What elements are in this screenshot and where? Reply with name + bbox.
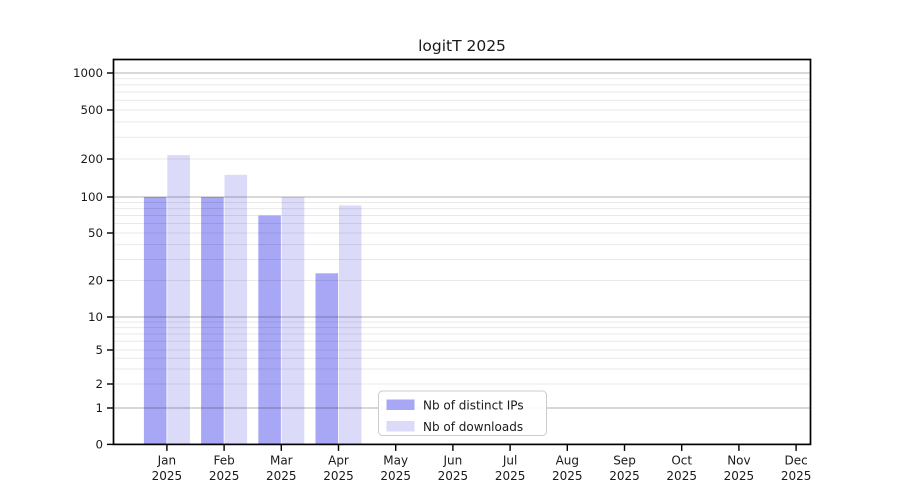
- bar-distinct-ips-feb: [201, 197, 224, 445]
- x-tick-label-dec: Dec 2025: [781, 454, 812, 484]
- bar-downloads-jan: [167, 155, 190, 445]
- y-tick-label-0: 0: [95, 438, 103, 452]
- y-tick-label-5: 5: [95, 343, 103, 357]
- legend-swatch-distinct-ips: [386, 399, 415, 410]
- plot-border: [112, 58, 812, 446]
- x-tick-label-nov: Nov 2025: [724, 454, 755, 484]
- bar-distinct-ips-jan: [143, 197, 167, 445]
- legend-label-distinct-ips: Nb of distinct IPs: [423, 399, 524, 413]
- bar-distinct-ips-mar: [258, 215, 281, 445]
- bar-downloads-mar: [281, 197, 305, 445]
- x-tick-label-aug: Aug 2025: [552, 454, 583, 484]
- y-tick-label-2: 2: [95, 377, 103, 391]
- x-tick-label-sep: Sep 2025: [609, 454, 640, 484]
- x-tick-label-jul: Jul 2025: [495, 454, 526, 484]
- chart-title: logitT 2025: [418, 37, 506, 55]
- x-tick-label-jan: Jan 2025: [152, 454, 183, 484]
- y-tick-label-500: 500: [80, 103, 103, 117]
- x-tick-label-mar: Mar 2025: [266, 454, 297, 484]
- y-tick-label-1000: 1000: [73, 66, 103, 80]
- y-tick-label-200: 200: [80, 152, 103, 166]
- y-tick-label-50: 50: [88, 226, 103, 240]
- x-tick-label-feb: Feb 2025: [209, 454, 240, 484]
- y-tick-label-1: 1: [95, 401, 103, 415]
- x-tick-label-may: May 2025: [380, 454, 411, 484]
- legend-swatch-downloads: [386, 421, 415, 432]
- y-tick-label-10: 10: [88, 310, 103, 324]
- legend-box: [378, 390, 547, 436]
- bar-downloads-apr: [338, 205, 362, 445]
- x-tick-label-oct: Oct 2025: [666, 454, 697, 484]
- x-tick-label-apr: Apr 2025: [323, 454, 354, 484]
- legend-label-downloads: Nb of downloads: [423, 420, 523, 434]
- y-tick-label-100: 100: [80, 190, 103, 204]
- y-tick-label-20: 20: [88, 274, 103, 288]
- bar-distinct-ips-apr: [315, 273, 339, 445]
- x-tick-label-jun: Jun 2025: [438, 454, 469, 484]
- bar-downloads-feb: [224, 174, 248, 445]
